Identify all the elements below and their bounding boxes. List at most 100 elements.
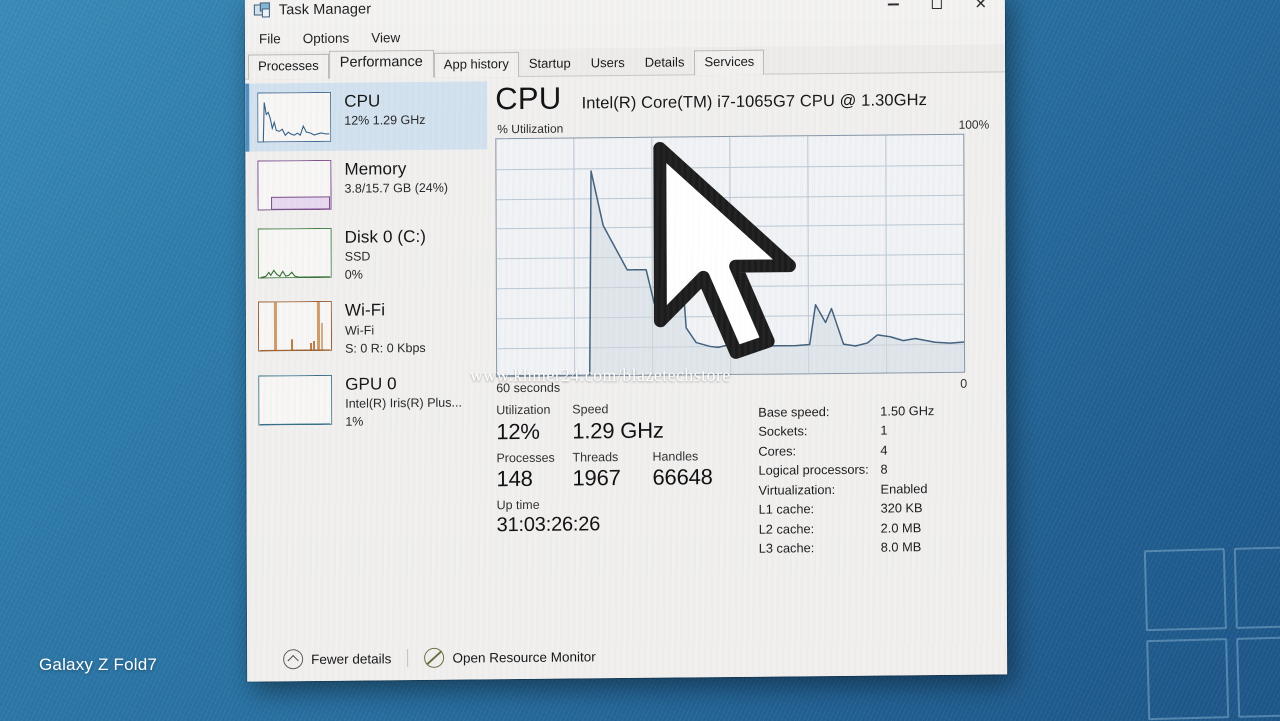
spec-base-speed: Base speed: 1.50 GHz [758, 401, 934, 422]
stat-handles-value: 66648 [652, 464, 713, 490]
sidebar-memory-sub: 3.8/15.7 GB (24%) [344, 181, 449, 197]
stat-processes: Processes 148 [496, 450, 572, 492]
sidebar-gpu-sub1: Intel(R) Iris(R) Plus... [345, 395, 462, 411]
cpu-graph-wrapper: 60 seconds 0 [495, 133, 992, 395]
menu-item-view[interactable]: View [371, 29, 401, 45]
menu-item-options[interactable]: Options [302, 30, 350, 46]
stat-threads-label: Threads [572, 449, 619, 465]
stats-row-2: Processes 148 Threads 1967 Handles 66648 [496, 448, 748, 492]
spec-l3-cache-value: 8.0 MB [880, 539, 922, 555]
stat-utilization-value: 12% [496, 418, 540, 444]
logo-pane-1 [1143, 548, 1227, 631]
task-manager-icon [253, 2, 271, 18]
stat-processes-label: Processes [496, 450, 555, 465]
stat-uptime-label: Up time [496, 497, 540, 513]
tab-details[interactable]: Details [644, 54, 685, 70]
windows-logo-wallpaper [1143, 545, 1280, 721]
stat-utilization: Utilization 12% [496, 403, 572, 445]
spec-l2-cache-key: L2 cache: [758, 520, 815, 537]
sidebar-item-memory[interactable]: Memory 3.8/15.7 GB (24%) [245, 149, 487, 219]
spec-logical-processors: Logical processors: 8 [758, 459, 934, 480]
stat-threads-value: 1967 [572, 465, 621, 491]
sidebar-wifi-sub2: S: 0 R: 0 Kbps [345, 340, 426, 356]
window-controls: ✕ [871, 0, 1003, 20]
cpu-spec-list: Base speed: 1.50 GHz Sockets: 1 Cores: 4… [748, 399, 935, 558]
footer-divider [407, 649, 409, 668]
tab-services[interactable]: Services [694, 49, 765, 76]
tab-users[interactable]: Users [590, 55, 625, 71]
spec-base-speed-key: Base speed: [758, 404, 830, 420]
cpu-model: Intel(R) Core(TM) i7-1065G7 CPU @ 1.30GH… [581, 91, 928, 113]
sidebar-item-disk[interactable]: Disk 0 (C:) SSD 0% [246, 217, 488, 293]
cpu-stats-left: Utilization 12% Speed 1.29 GHz Processes… [496, 401, 749, 561]
memory-thumbnail-graph [257, 159, 332, 211]
stat-utilization-label: Utilization [496, 402, 551, 418]
tab-startup[interactable]: Startup [528, 55, 571, 71]
cpu-header: CPU Intel(R) Core(TM) i7-1065G7 CPU @ 1.… [495, 78, 991, 117]
stat-speed-label: Speed [572, 402, 609, 417]
tab-app-history[interactable]: App history [433, 52, 519, 78]
stat-handles-label: Handles [652, 448, 699, 464]
stat-threads: Threads 1967 [572, 449, 652, 491]
stat-speed-value: 1.29 GHz [572, 417, 664, 444]
x-axis-span: 60 seconds [496, 380, 561, 396]
sidebar-item-gpu[interactable]: GPU 0 Intel(R) Iris(R) Plus... 1% [246, 364, 488, 440]
window-title: Task Manager [278, 1, 372, 19]
chevron-up-icon [283, 649, 304, 670]
sidebar-gpu-title: GPU 0 [345, 373, 397, 394]
minimize-button[interactable] [871, 0, 915, 20]
spec-sockets-key: Sockets: [758, 423, 808, 440]
y-axis-max: 100% [958, 117, 990, 132]
spec-l1-cache-key: L1 cache: [758, 501, 815, 517]
spec-cores-key: Cores: [758, 443, 797, 459]
close-button[interactable]: ✕ [959, 0, 1003, 19]
spec-sockets: Sockets: 1 [758, 420, 934, 441]
spec-cores-value: 4 [880, 442, 888, 458]
sidebar-cpu-title: CPU [344, 91, 381, 111]
cpu-utilization-graph[interactable] [495, 133, 966, 378]
spec-logical-processors-key: Logical processors: [758, 461, 869, 479]
sidebar-wifi-title: Wi-Fi [344, 300, 386, 321]
disk-thumbnail-graph [257, 227, 332, 279]
cpu-stats-section: Utilization 12% Speed 1.29 GHz Processes… [496, 398, 993, 560]
fewer-details-button[interactable]: Fewer details [283, 648, 392, 670]
task-manager-window: Task Manager ✕ File Options View Process… [244, 0, 1008, 682]
stat-handles: Handles 66648 [652, 449, 732, 491]
sidebar-item-wifi[interactable]: Wi-Fi Wi-Fi S: 0 R: 0 Kbps [246, 291, 488, 367]
spec-l1-cache-value: 320 KB [880, 500, 923, 516]
graph-axis-bottom: 60 seconds 0 [496, 377, 967, 396]
sidebar-gpu-sub2: 1% [345, 414, 364, 429]
open-resource-monitor-label: Open Resource Monitor [452, 648, 596, 666]
stats-row-1: Utilization 12% Speed 1.29 GHz [496, 401, 748, 445]
stat-uptime: Up time 31:03:26:26 [497, 497, 601, 537]
sidebar-item-cpu[interactable]: CPU 12% 1.29 GHz [245, 81, 488, 152]
sidebar-disk-sub2: 0% [344, 267, 363, 283]
sidebar-memory-title: Memory [344, 159, 407, 179]
logo-pane-3 [1146, 637, 1229, 721]
gpu-thumbnail-graph [258, 374, 333, 426]
y-axis-min: 0 [960, 376, 968, 391]
spec-cores: Cores: 4 [758, 440, 934, 461]
stat-processes-value: 148 [496, 466, 533, 492]
spec-sockets-value: 1 [880, 422, 888, 439]
spec-l1-cache: L1 cache: 320 KB [759, 498, 935, 519]
sidebar-disk-title: Disk 0 (C:) [344, 226, 427, 247]
y-axis-label: % Utilization [497, 121, 564, 137]
spec-l3-cache: L3 cache: 8.0 MB [759, 537, 935, 558]
cpu-thumbnail-graph [257, 91, 332, 143]
spec-base-speed-value: 1.50 GHz [880, 403, 935, 419]
stats-row-3: Up time 31:03:26:26 [497, 496, 749, 538]
spec-l2-cache-value: 2.0 MB [880, 519, 922, 536]
tab-performance[interactable]: Performance [328, 50, 434, 79]
open-resource-monitor-button[interactable]: Open Resource Monitor [424, 646, 596, 668]
window-footer: Fewer details Open Resource Monitor [247, 630, 1008, 682]
menu-item-file[interactable]: File [258, 30, 281, 47]
tab-processes[interactable]: Processes [248, 53, 329, 80]
logo-pane-2 [1233, 545, 1280, 629]
maximize-button[interactable] [915, 0, 959, 19]
mouse-cursor-icon [653, 141, 796, 359]
fewer-details-label: Fewer details [311, 650, 392, 667]
page-title: CPU [495, 80, 562, 117]
stat-uptime-value: 31:03:26:26 [496, 513, 601, 537]
cpu-detail-pane: CPU Intel(R) Core(TM) i7-1065G7 CPU @ 1.… [487, 72, 1007, 635]
